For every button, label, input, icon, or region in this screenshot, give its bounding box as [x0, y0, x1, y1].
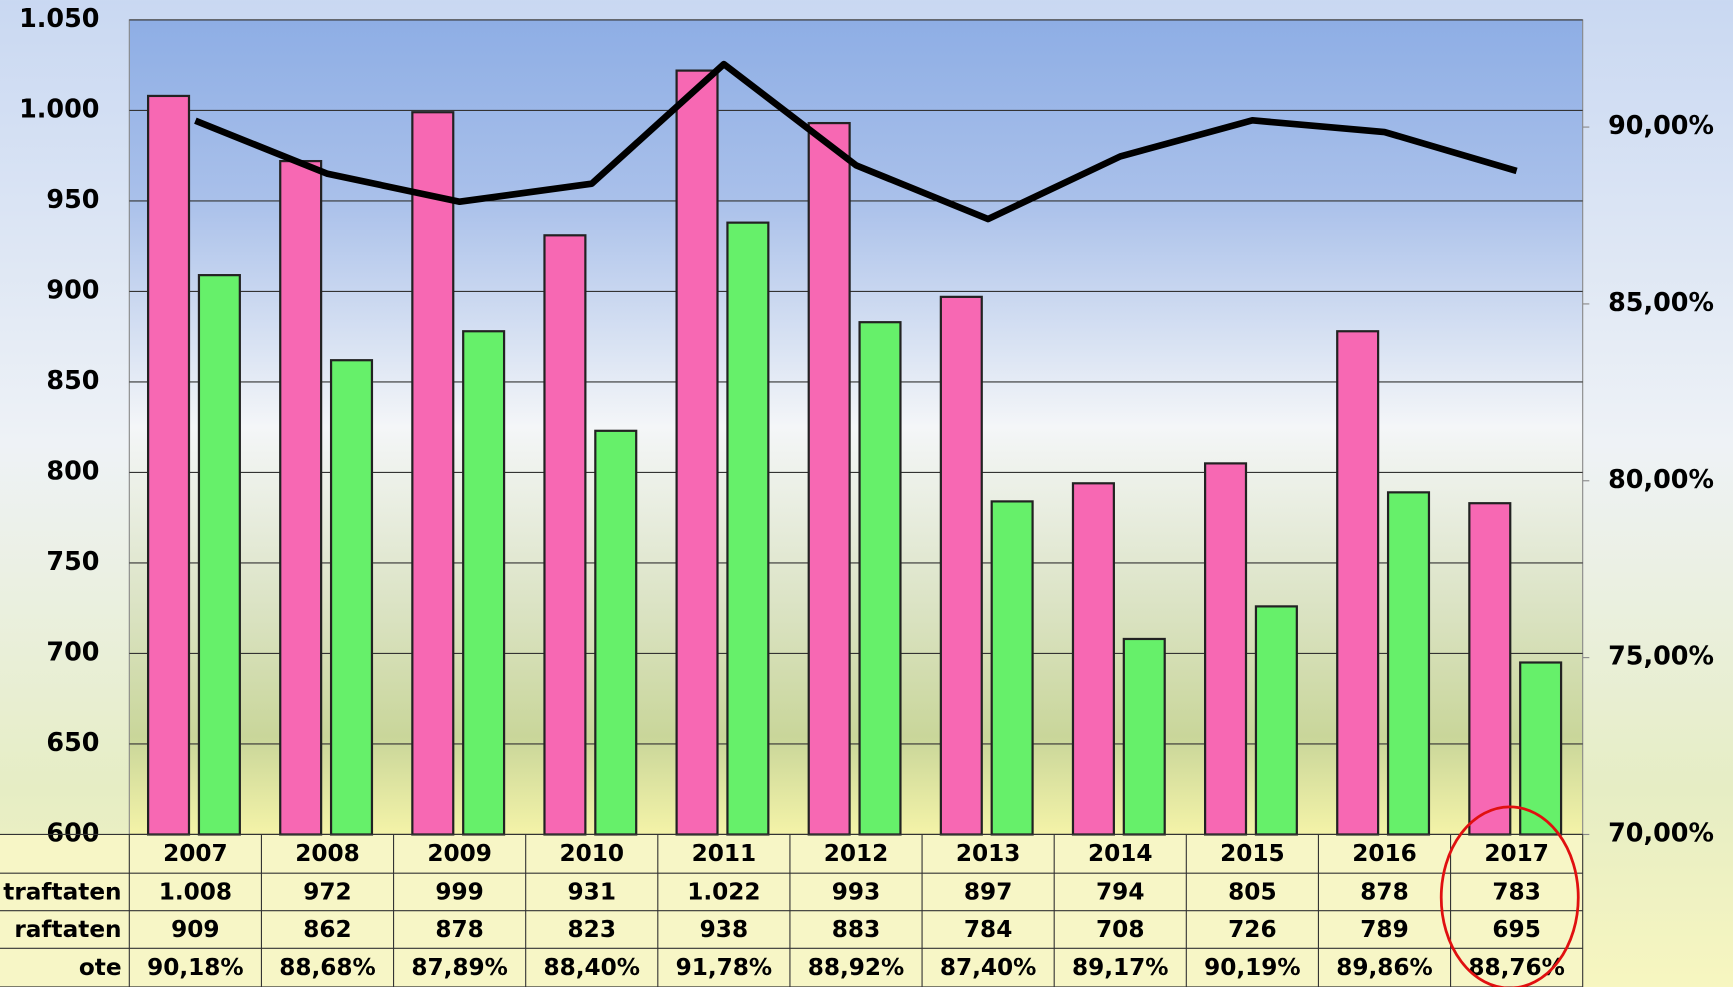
table-value: 726: [1228, 916, 1276, 943]
category-label: 2013: [956, 840, 1021, 867]
category-label: 2010: [559, 840, 624, 867]
y2-tick-label: 85,00%: [1608, 287, 1714, 317]
table-value: 878: [435, 916, 483, 943]
y2-tick-label: 90,00%: [1608, 110, 1714, 140]
table-value: 1.022: [687, 879, 760, 906]
y2-tick-label: 70,00%: [1608, 817, 1714, 847]
category-label: 2017: [1484, 840, 1549, 867]
category-label: 2016: [1352, 840, 1417, 867]
y2-tick-label: 80,00%: [1608, 464, 1714, 494]
category-label: 2007: [163, 840, 228, 867]
bar: [1254, 605, 1298, 836]
y-tick-label: 1.000: [19, 93, 99, 123]
row-label: ote: [79, 954, 122, 981]
table-value: 87,89%: [411, 954, 508, 981]
table-value: 89,17%: [1072, 954, 1169, 981]
bar: [807, 121, 851, 836]
bar: [858, 321, 902, 836]
table-value: 88,68%: [279, 954, 376, 981]
y-tick-label: 1.050: [19, 3, 99, 33]
bar: [279, 159, 323, 836]
y-tick-label: 900: [46, 274, 99, 304]
y-tick-label: 950: [46, 184, 99, 214]
bar: [1071, 482, 1115, 836]
bar: [1336, 330, 1380, 836]
line: [194, 60, 1518, 223]
category-label: 2011: [692, 840, 757, 867]
table-value: 789: [1360, 916, 1408, 943]
bar: [1468, 502, 1512, 836]
y2-tick-label: 75,00%: [1608, 641, 1714, 671]
bar: [675, 69, 719, 836]
y-tick-label: 850: [46, 365, 99, 395]
table-value: 805: [1228, 879, 1276, 906]
table-value: 90,19%: [1204, 954, 1301, 981]
y-tick-label: 700: [46, 636, 99, 666]
table-value: 89,86%: [1336, 954, 1433, 981]
bar: [1203, 462, 1248, 836]
bar: [939, 295, 983, 836]
table-value: 897: [964, 879, 1012, 906]
table-value: 878: [1360, 879, 1408, 906]
category-label: 2012: [824, 840, 889, 867]
table-value: 695: [1492, 916, 1540, 943]
category-label: 2014: [1088, 840, 1153, 867]
table-value: 993: [832, 879, 880, 906]
table-value: 862: [303, 916, 351, 943]
table-value: 90,18%: [147, 954, 244, 981]
category-label: 2009: [427, 840, 492, 867]
bar: [543, 234, 587, 836]
bar: [594, 429, 638, 836]
bar: [329, 359, 374, 836]
table-value: 823: [568, 916, 616, 943]
y-tick-label: 600: [46, 817, 99, 847]
bar: [1122, 637, 1166, 836]
table-value: 883: [832, 916, 880, 943]
table-value: 88,92%: [808, 954, 905, 981]
table-value: 938: [700, 916, 748, 943]
highlight-circle: [1439, 805, 1580, 987]
category-label: 2015: [1220, 840, 1285, 867]
bar: [411, 111, 455, 836]
table-value: 972: [303, 879, 351, 906]
bar: [462, 330, 506, 836]
category-label: 2008: [295, 840, 360, 867]
y-tick-label: 800: [46, 455, 99, 485]
table-value: 1.008: [159, 879, 232, 906]
table-value: 783: [1492, 879, 1540, 906]
table-value: 87,40%: [940, 954, 1037, 981]
table-value: 708: [1096, 916, 1144, 943]
y-tick-label: 650: [46, 727, 99, 757]
table-value: 91,78%: [676, 954, 773, 981]
bar: [726, 221, 770, 836]
table-value: 88,40%: [543, 954, 640, 981]
bar: [990, 500, 1034, 836]
table-value: 794: [1096, 879, 1144, 906]
bar: [146, 94, 191, 836]
bar: [1386, 491, 1431, 836]
y-tick-label: 750: [46, 546, 99, 576]
row-label: traftaten: [3, 879, 121, 906]
bar: [197, 274, 241, 836]
table-value: 999: [435, 879, 483, 906]
row-label: raftaten: [14, 916, 121, 943]
table-value: 909: [171, 916, 219, 943]
table-value: 88,76%: [1468, 954, 1565, 981]
table-value: 784: [964, 916, 1012, 943]
table-value: 931: [568, 879, 616, 906]
